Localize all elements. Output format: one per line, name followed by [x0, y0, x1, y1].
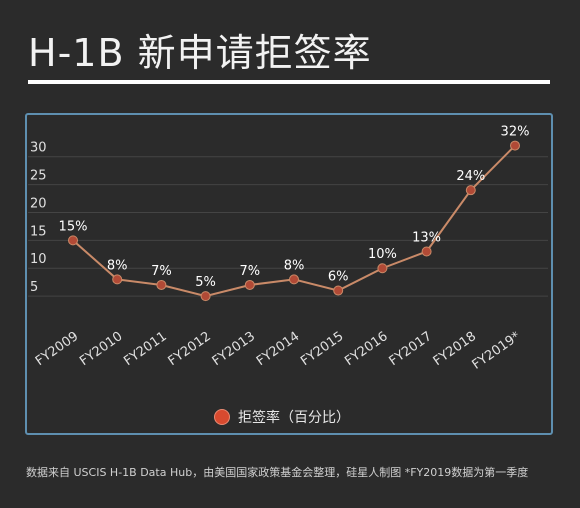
data-point [465, 185, 476, 196]
data-label: 15% [59, 219, 88, 234]
data-point [421, 246, 432, 257]
y-tick-label: 30 [30, 141, 47, 156]
title-divider [28, 80, 550, 84]
data-point [244, 279, 255, 290]
data-point [333, 285, 344, 296]
data-label: 32% [501, 125, 530, 140]
x-tick-label: FY2019* [470, 329, 524, 373]
x-tick-label: FY2015 [298, 329, 346, 369]
y-tick-label: 25 [30, 169, 47, 184]
x-tick-label: FY2011 [121, 329, 169, 369]
data-label: 7% [151, 264, 172, 279]
x-tick-label: FY2013 [210, 329, 258, 369]
x-tick-label: FY2009 [33, 329, 81, 369]
data-point [289, 274, 299, 285]
data-point [112, 274, 123, 285]
source-footnote: 数据来自 USCIS H-1B Data Hub，由美国国家政策基金会整理，硅星… [26, 466, 529, 479]
y-tick-label: 5 [30, 280, 38, 295]
data-label: 6% [328, 270, 349, 285]
data-label: 8% [107, 258, 128, 273]
legend-label: 拒签率（百分比） [238, 410, 350, 426]
data-point [510, 140, 520, 151]
data-label: 8% [284, 258, 305, 273]
page-title: H-1B 新申请拒签率 [28, 31, 372, 75]
x-tick-label: FY2014 [254, 329, 302, 369]
data-point [200, 291, 211, 302]
data-label: 24% [456, 169, 485, 184]
data-label: 7% [239, 264, 260, 279]
data-label: 10% [368, 247, 397, 262]
data-label: 5% [195, 275, 216, 290]
data-label: 13% [412, 231, 441, 246]
y-tick-label: 20 [30, 196, 47, 211]
x-tick-label: FY2012 [166, 329, 214, 369]
chart-legend: 拒签率（百分比） [214, 407, 350, 427]
data-point [156, 279, 167, 290]
x-tick-label: FY2010 [77, 329, 125, 369]
data-point [68, 235, 78, 246]
data-point [377, 263, 388, 274]
series-line [72, 144, 516, 298]
legend-marker [214, 409, 230, 425]
x-tick-label: FY2016 [342, 329, 390, 369]
chart-panel [25, 113, 553, 435]
y-tick-label: 10 [30, 252, 47, 267]
y-tick-label: 15 [30, 224, 47, 239]
x-tick-label: FY2017 [387, 329, 435, 369]
